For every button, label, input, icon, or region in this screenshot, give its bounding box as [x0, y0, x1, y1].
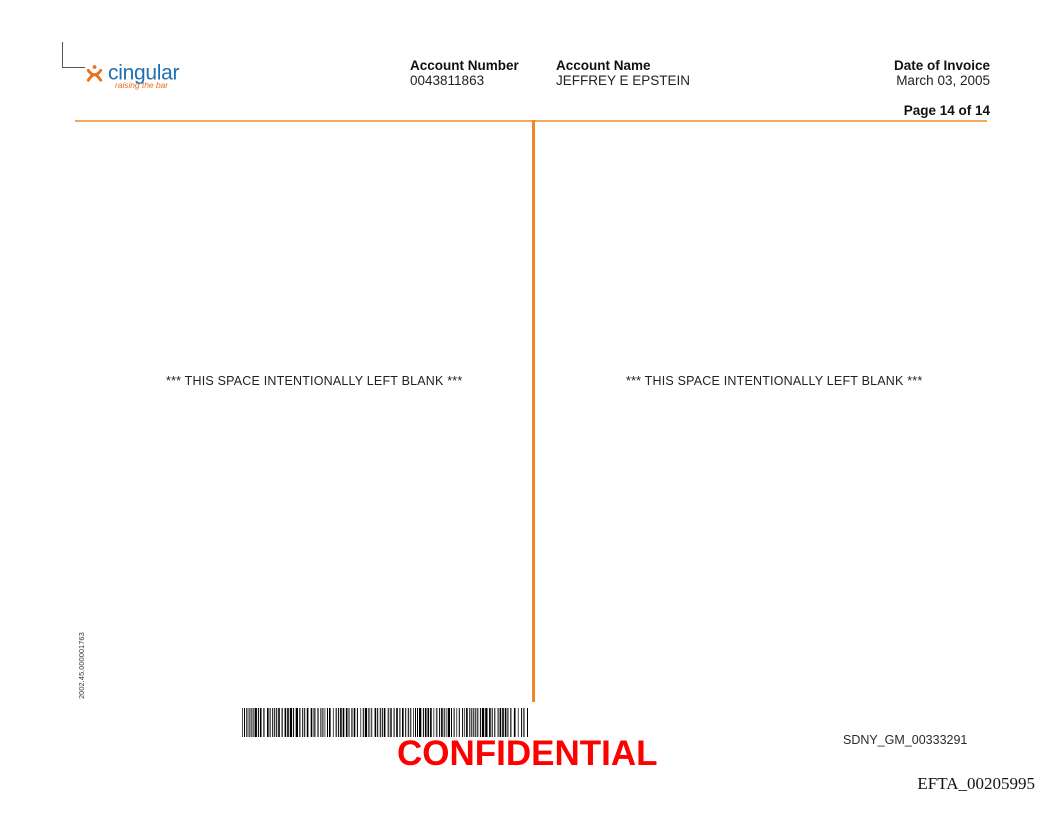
svg-text:raising the bar: raising the bar — [115, 80, 169, 90]
svg-text:2002.45.000001763: 2002.45.000001763 — [77, 632, 86, 699]
